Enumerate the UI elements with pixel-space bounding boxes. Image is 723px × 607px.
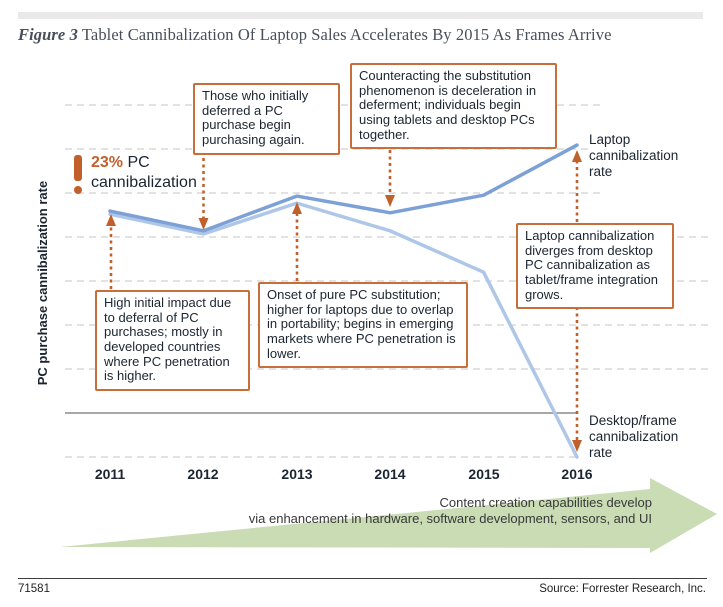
marker-value: 23%	[91, 154, 124, 171]
x-tick-2012: 2012	[187, 466, 219, 482]
marker-text: 23% PC cannibalization	[91, 153, 197, 192]
callout-divergence: Laptop cannibalization diverges from des…	[516, 223, 674, 310]
x-tick-2013: 2013	[281, 466, 313, 482]
callout-counteracting: Counteracting the substitution phenomeno…	[350, 63, 557, 150]
x-tick-2014: 2014	[374, 466, 406, 482]
callout-high-initial-impact: High initial impact due to deferral of P…	[95, 290, 250, 392]
figure-title-text: Tablet Cannibalization Of Laptop Sales A…	[81, 25, 612, 44]
x-tick-2015: 2015	[468, 466, 500, 482]
document-number: 71581	[18, 583, 50, 595]
figure-number: Figure 3	[18, 25, 78, 44]
marker-suffix: PC	[127, 154, 150, 171]
growth-arrow-caption-line1: Content creation capabilities develop	[439, 495, 652, 510]
source-credit: Source: Forrester Research, Inc.	[539, 583, 706, 595]
header-rule-bar	[18, 12, 703, 19]
callout-deferred-purchase: Those who initially deferred a PC purcha…	[193, 83, 340, 155]
x-tick-2011: 2011	[94, 466, 126, 482]
exclamation-icon	[74, 155, 82, 181]
y-axis-label: PC purchase cannibalization rate	[35, 180, 50, 386]
footer-divider	[18, 578, 707, 579]
growth-arrow-caption-line2: via enhancement in hardware, software de…	[248, 510, 652, 526]
figure-title: Figure 3 Tablet Cannibalization Of Lapto…	[18, 25, 708, 45]
x-tick-2016: 2016	[561, 466, 593, 482]
laptop-line-label: Laptop cannibalization rate	[589, 132, 689, 180]
marker-line2: cannibalization	[91, 173, 197, 191]
exclamation-icon-dot	[74, 186, 82, 194]
growth-arrow-caption: Content creation capabilities develop vi…	[60, 495, 652, 526]
desktop-line-label: Desktop/frame cannibalization rate	[589, 413, 693, 461]
callout-pure-substitution: Onset of pure PC substitution; higher fo…	[258, 282, 468, 369]
